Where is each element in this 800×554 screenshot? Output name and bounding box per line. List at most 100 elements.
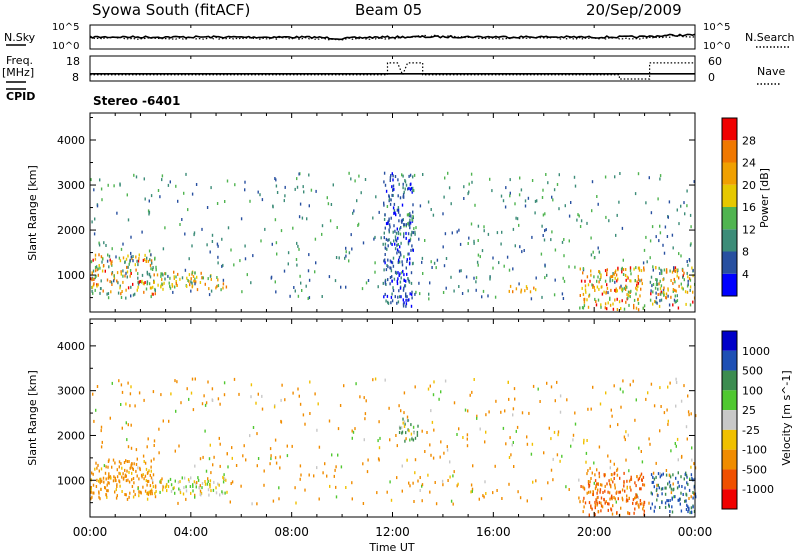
data-point-1 [179,480,181,484]
data-point-2 [685,425,688,429]
data-point-2 [93,232,96,236]
data-point-2 [335,465,337,469]
data-point-2 [299,402,302,406]
data-point-3 [409,438,411,442]
data-point-2 [351,497,353,501]
data-point-3 [399,251,402,255]
data-point-2 [559,410,562,414]
data-point-1 [164,485,167,489]
y-tick-label: 3000 [57,179,85,192]
data-point-2 [427,387,430,391]
data-point-2 [540,252,543,256]
data-point-2 [690,465,692,469]
data-point-6 [636,280,638,284]
data-point-7 [685,302,687,306]
data-point-2 [444,379,447,383]
data-point-2 [223,393,226,397]
data-point-1 [168,281,170,285]
data-point-2 [470,490,472,494]
data-point-6 [635,286,637,290]
data-point-5 [675,476,677,480]
data-point-7 [665,270,668,274]
data-point-2 [526,499,528,503]
data-point-2 [318,445,321,449]
data-point-5 [653,509,655,513]
data-point-2 [564,204,566,208]
data-point-1 [197,478,200,482]
data-point-0 [138,257,140,261]
data-point-4 [639,499,642,502]
data-point-3 [401,263,404,267]
data-point-2 [216,202,219,205]
data-point-5 [687,482,689,486]
data-point-3 [410,233,412,237]
data-point-2 [671,233,674,237]
data-point-2 [100,425,103,429]
data-point-0 [112,479,115,483]
data-point-6 [579,306,581,310]
data-point-0 [155,268,157,272]
data-point-2 [556,453,559,457]
velocity-colorbar-tick: -500 [742,463,767,476]
data-point-6 [585,290,587,294]
data-point-1 [190,491,192,495]
data-point-2 [227,465,229,469]
data-point-0 [145,467,148,471]
data-point-2 [558,207,560,211]
data-point-3 [405,183,408,187]
data-point-1 [217,278,219,282]
data-point-2 [308,253,310,257]
data-point-3 [404,187,406,191]
data-point-4 [597,510,600,514]
data-point-1 [181,476,183,480]
data-point-0 [132,468,134,471]
data-point-3 [397,194,399,198]
data-point-1 [157,283,159,287]
data-point-1 [195,280,197,284]
data-point-3 [399,272,401,276]
data-point-7 [692,290,694,294]
data-point-2 [667,419,669,423]
data-point-0 [125,288,127,292]
data-point-2 [650,382,653,386]
data-point-1 [163,281,165,285]
data-point-1 [160,479,162,482]
data-point-2 [614,175,616,179]
data-point-2 [136,457,138,461]
data-point-2 [690,412,692,416]
data-point-5 [669,499,671,502]
velocity-colorbar-segment [722,350,737,371]
data-point-0 [137,282,140,286]
data-point-2 [592,250,594,254]
data-point-0 [95,485,98,488]
data-point-1 [167,485,170,489]
data-point-2 [429,384,431,388]
data-point-2 [550,437,552,441]
data-point-3 [402,269,404,273]
data-point-3 [385,189,388,193]
data-point-4 [590,477,592,480]
data-point-2 [482,494,484,498]
data-point-2 [593,481,595,485]
data-point-2 [473,241,475,245]
data-point-2 [160,481,162,484]
data-point-2 [304,488,306,492]
data-point-2 [358,174,360,178]
data-point-2 [413,500,415,503]
data-point-2 [637,172,640,176]
data-point-1 [195,481,197,485]
data-point-2 [293,286,295,289]
data-point-2 [318,497,320,501]
data-point-0 [128,480,131,484]
data-point-2 [392,286,394,290]
data-point-2 [693,462,695,466]
data-point-2 [483,495,485,499]
data-point-2 [98,243,101,247]
data-point-0 [112,458,115,462]
data-point-2 [660,405,662,408]
data-point-0 [146,280,149,284]
data-point-4 [401,220,403,224]
data-point-2 [146,270,148,274]
data-point-4 [584,501,587,505]
velocity-colorbar-segment [722,331,737,351]
